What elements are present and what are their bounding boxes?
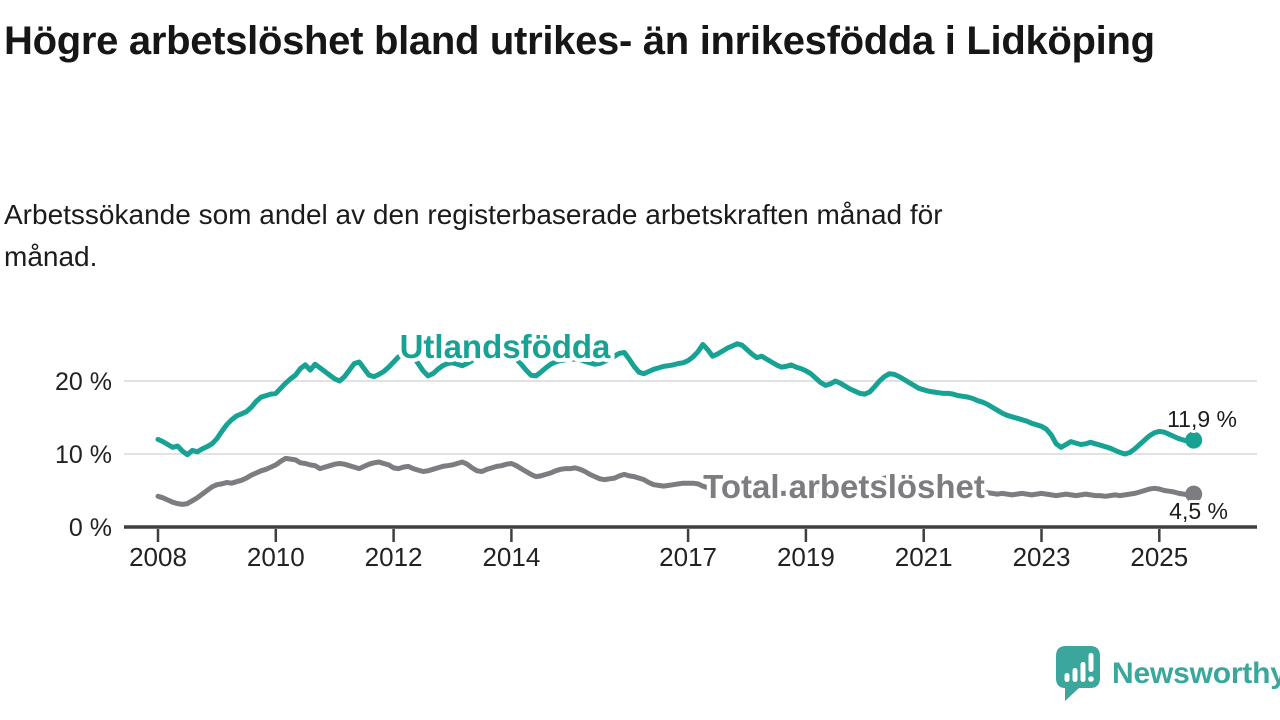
x-axis-label: 2019 xyxy=(777,542,835,572)
x-axis-label: 2025 xyxy=(1130,542,1188,572)
end-dot-utlandsfodda xyxy=(1185,431,1203,449)
y-axis-label: 10 % xyxy=(55,441,112,469)
x-axis-label: 2010 xyxy=(247,542,305,572)
end-value-label-utlandsfodda: 11,9 % xyxy=(1167,406,1237,432)
chart-subtitle: Arbetssökande som andel av den registerb… xyxy=(4,199,943,272)
axis-group: 0 % 10 % 20 % 2008 2010 2012 2014 2017 2019 2021 2… xyxy=(55,368,1257,572)
x-axis-label: 2014 xyxy=(482,542,540,572)
y-axis-label: 0 % xyxy=(69,514,112,542)
chart-title: Högre arbetslöshet bland utrikes- än inr… xyxy=(4,19,1155,63)
newsworthy-logo-icon xyxy=(1056,646,1100,701)
gridlines-group xyxy=(124,380,1257,455)
end-dot-total-arbetsloshet xyxy=(1185,485,1203,503)
newsworthy-logo-text: Newsworthy xyxy=(1112,657,1280,690)
newsworthy-logo: Newsworthy xyxy=(1055,646,1280,702)
x-axis-label: 2008 xyxy=(129,542,187,572)
x-axis-label: 2017 xyxy=(659,542,717,572)
end-dots-group xyxy=(1185,431,1203,503)
x-axis-label: 2023 xyxy=(1013,542,1071,572)
x-axis-label: 2012 xyxy=(365,542,423,572)
end-value-label-total-arbetsloshet: 4,5 % xyxy=(1169,498,1228,524)
line-total-arbetsloshet xyxy=(155,455,1197,507)
series-label-utlandsfodda: Utlandsfödda xyxy=(400,328,611,365)
x-axis-label: 2021 xyxy=(895,542,953,572)
line-utlandsfodda xyxy=(155,341,1197,458)
series-label-total-arbetsloshet: Total arbetslöshet xyxy=(703,468,985,505)
y-axis-label: 20 % xyxy=(55,368,112,396)
series-lines-group xyxy=(155,341,1197,507)
